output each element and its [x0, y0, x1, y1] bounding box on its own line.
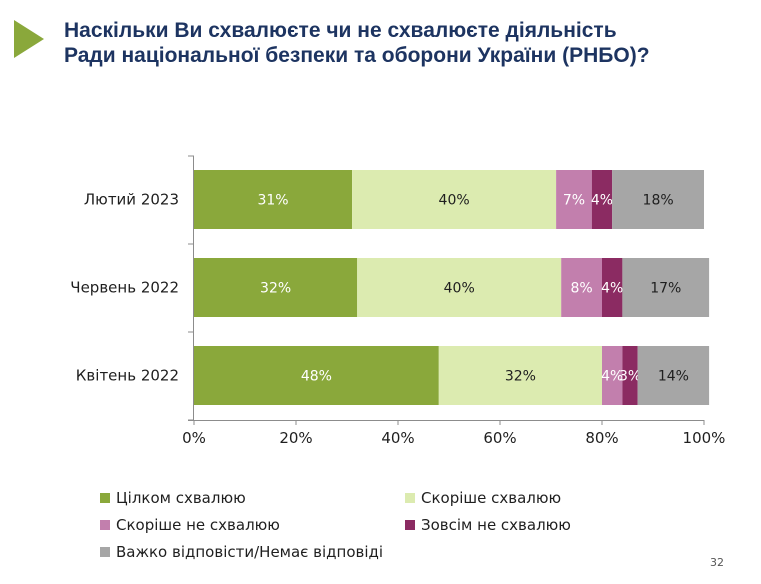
x-tick-label: 20% — [279, 429, 312, 447]
category-label: Лютий 2023 — [84, 191, 179, 209]
data-label: 8% — [570, 281, 592, 297]
x-tick-label: 100% — [683, 429, 726, 447]
page-number: 32 — [710, 556, 724, 569]
bar-segment — [637, 346, 710, 405]
data-label: 4% — [601, 281, 623, 297]
legend-item: Важко відповісти/Немає відповіді — [100, 543, 383, 561]
legend-item: Скоріше не схвалюю — [100, 516, 280, 534]
data-label: 31% — [257, 193, 288, 209]
x-tick-label: 80% — [585, 429, 618, 447]
legend-swatch — [100, 520, 110, 530]
title-line-1: Наскільки Ви схвалюєте чи не схвалюєте д… — [64, 19, 617, 42]
data-label: 14% — [658, 369, 689, 385]
data-label: 4% — [591, 193, 613, 209]
bar-segment — [357, 258, 562, 317]
accent-triangle-icon — [14, 20, 44, 58]
legend-label: Зовсім не схвалюю — [421, 516, 571, 534]
bar-segment — [352, 170, 557, 229]
data-label: 3% — [619, 369, 641, 385]
bar-segment — [194, 258, 358, 317]
legend-swatch — [100, 547, 110, 557]
bar-segment — [612, 170, 704, 229]
category-label: Червень 2022 — [70, 279, 179, 297]
bar-segment — [438, 346, 602, 405]
x-tick-label: 0% — [182, 429, 206, 447]
data-label: 7% — [563, 193, 585, 209]
legend-label: Важко відповісти/Немає відповіді — [116, 543, 384, 561]
legend-swatch — [100, 493, 110, 503]
bar-segment — [561, 258, 602, 317]
data-label: 4% — [601, 369, 623, 385]
data-label: 40% — [444, 281, 475, 297]
slide-title: Наскільки Ви схвалюєте чи не схвалюєте д… — [64, 18, 754, 68]
data-label: 32% — [505, 369, 536, 385]
legend-label: Скоріше схвалюю — [421, 489, 562, 507]
legend-label: Цілком схвалюю — [116, 489, 246, 507]
legend-item: Цілком схвалюю — [100, 489, 246, 507]
legend-item: Зовсім не схвалюю — [405, 516, 571, 534]
bar-segment — [602, 258, 623, 317]
legend-swatch — [405, 520, 415, 530]
legend-swatch — [405, 493, 415, 503]
bar-segment — [622, 258, 710, 317]
bar-segment — [194, 170, 353, 229]
bar-segment — [194, 346, 439, 405]
category-label: Квітень 2022 — [76, 367, 179, 385]
legend-item: Скоріше схвалюю — [405, 489, 561, 507]
data-label: 17% — [650, 281, 681, 297]
stacked-bar-chart: 31% 40% 7% 4% 18% Лютий 2023 32% 40% 8% 4% 17% Черв… — [70, 155, 726, 447]
data-label: 40% — [439, 193, 470, 209]
legend-label: Скоріше не схвалюю — [116, 516, 280, 534]
bar-segment — [602, 346, 623, 405]
x-tick-label: 60% — [483, 429, 516, 447]
bar-segment — [591, 170, 613, 229]
bar-segment — [556, 170, 592, 229]
data-label: 32% — [260, 281, 291, 297]
title-line-2: Ради національної безпеки та оборони Укр… — [64, 44, 650, 67]
data-label: 48% — [301, 369, 332, 385]
bar-segment — [622, 346, 638, 405]
data-label: 18% — [643, 193, 674, 209]
x-tick-label: 40% — [381, 429, 414, 447]
